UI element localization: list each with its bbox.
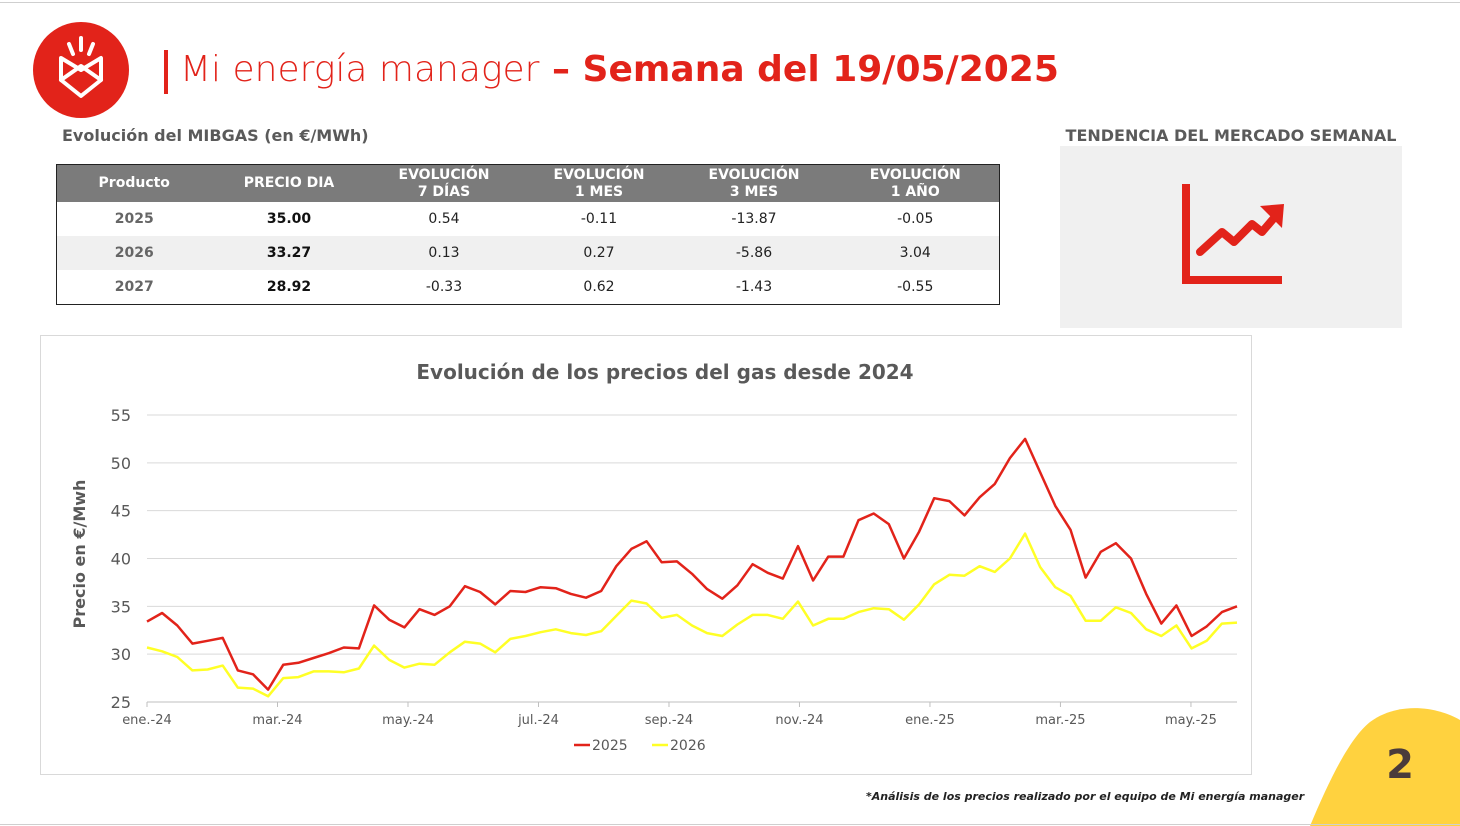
cell-evo-1m: 0.62 bbox=[583, 279, 615, 295]
cell-product: 2027 bbox=[114, 279, 154, 295]
cell-evo-1y: -0.55 bbox=[897, 279, 934, 295]
title-week: Semana del 19/05/2025 bbox=[582, 49, 1059, 90]
cell-evo-3m: -13.87 bbox=[731, 211, 777, 227]
header-product-label: Producto bbox=[98, 175, 170, 191]
table-caption: Evolución del MIBGAS (en €/MWh) bbox=[62, 126, 369, 145]
x-tick-label: may.-25 bbox=[1165, 713, 1217, 728]
cell-price: 28.92 bbox=[266, 279, 312, 295]
header-evo-7d-line1: EVOLUCIÓN bbox=[398, 166, 490, 183]
y-tick-labels: 25 30 35 40 45 50 55 bbox=[111, 406, 131, 712]
header-evo-3m-line1: EVOLUCIÓN bbox=[708, 166, 800, 183]
series-line-2025 bbox=[146, 437, 1238, 691]
cell-evo-1m: -0.11 bbox=[580, 211, 618, 227]
cell-evo-1y: -0.05 bbox=[897, 211, 934, 227]
cell-product: 2026 bbox=[56, 236, 212, 270]
title-brand: Mi energía manager bbox=[180, 49, 540, 90]
cell-evo-7d: 0.13 bbox=[366, 236, 522, 270]
header-evo-1y: EVOLUCIÓN 1 AÑO bbox=[831, 164, 1000, 202]
legend-label: 2025 bbox=[592, 738, 628, 754]
chart-canvas: Evolución de los precios del gas desde 2… bbox=[70, 360, 1238, 754]
header-price: PRECIO DIA bbox=[211, 164, 367, 202]
chart-title: Evolución de los precios del gas desde 2… bbox=[416, 360, 913, 384]
mibgas-table: Producto PRECIO DIA EVOLUCIÓN 7 DÍAS EVOL… bbox=[56, 164, 1000, 305]
cell-evo-1m: 0.27 bbox=[521, 236, 677, 270]
header-evo-3m-line2: 3 MES bbox=[729, 183, 779, 200]
x-tick-labels: ene.-24 mar.-24 may.-24 jul.-24 sep.-24 nov.-… bbox=[122, 701, 1237, 728]
footnote: *Análisis de los precios realizado por e… bbox=[866, 790, 1305, 803]
trend-panel bbox=[1060, 146, 1402, 328]
cell-evo-3m: -5.86 bbox=[676, 236, 832, 270]
header-evo-1y-line1: EVOLUCIÓN bbox=[869, 166, 961, 183]
header-evo-7d: EVOLUCIÓN 7 DÍAS bbox=[366, 164, 522, 202]
header-evo-3m: EVOLUCIÓN 3 MES bbox=[676, 164, 832, 202]
cell-price: 35.00 bbox=[266, 211, 312, 227]
cell-evo-1y: 3.04 bbox=[831, 236, 1000, 270]
cell-evo-3m: -1.43 bbox=[735, 279, 773, 295]
x-tick-label: jul.-24 bbox=[517, 713, 559, 728]
table-row: 2025 35.00 0.54 -0.11 -13.87 -0.05 bbox=[57, 202, 1000, 236]
cell-product: 2025 bbox=[114, 211, 154, 227]
y-tick-label: 55 bbox=[111, 406, 131, 425]
x-tick-label: mar.-24 bbox=[252, 713, 302, 728]
cell-price: 33.27 bbox=[211, 236, 367, 270]
chart-legend: 2025 2026 bbox=[574, 738, 706, 754]
header-evo-1m-line1: EVOLUCIÓN bbox=[553, 166, 645, 183]
header-evo-1m-line2: 1 MES bbox=[574, 183, 624, 200]
y-tick-label: 30 bbox=[111, 645, 131, 664]
shield-sun-logo-icon bbox=[33, 22, 129, 118]
y-tick-label: 35 bbox=[111, 597, 131, 616]
x-tick-label: nov.-24 bbox=[775, 713, 823, 728]
top-divider bbox=[0, 2, 1460, 3]
trend-up-chart-icon bbox=[1182, 184, 1284, 284]
cell-evo-7d: 0.54 bbox=[428, 211, 460, 227]
legend-label: 2026 bbox=[670, 738, 706, 754]
title-accent-bar bbox=[164, 50, 168, 94]
page-corner-shape bbox=[1310, 708, 1460, 826]
header-evo-7d-line2: 7 DÍAS bbox=[417, 183, 471, 200]
table-header-row: Producto PRECIO DIA EVOLUCIÓN 7 DÍAS EVOL… bbox=[56, 164, 1000, 202]
gas-price-chart: Evolución de los precios del gas desde 2… bbox=[40, 335, 1252, 775]
x-tick-label: sep.-24 bbox=[645, 713, 693, 728]
trend-caption: TENDENCIA DEL MERCADO SEMANAL bbox=[1065, 126, 1397, 145]
series-line-2026 bbox=[146, 532, 1238, 698]
series-lines bbox=[146, 437, 1238, 698]
y-tick-label: 25 bbox=[111, 693, 131, 712]
y-tick-label: 45 bbox=[111, 502, 131, 521]
header-evo-1m: EVOLUCIÓN 1 MES bbox=[521, 164, 677, 202]
x-tick-label: ene.-24 bbox=[122, 713, 172, 728]
title-separator: – bbox=[539, 49, 583, 90]
header-evo-1y-line2: 1 AÑO bbox=[890, 183, 940, 200]
bottom-divider bbox=[0, 824, 1460, 825]
table-row: 2026 33.27 0.13 0.27 -5.86 3.04 bbox=[56, 236, 1000, 270]
x-tick-label: may.-24 bbox=[382, 713, 434, 728]
x-tick-label: ene.-25 bbox=[905, 713, 955, 728]
page-title: Mi energía manager – Semana del 19/05/20… bbox=[180, 46, 1059, 94]
header-product: Producto bbox=[56, 164, 212, 202]
header-price-label: PRECIO DIA bbox=[243, 175, 335, 191]
cell-evo-7d: -0.33 bbox=[425, 279, 463, 295]
y-tick-label: 50 bbox=[111, 454, 131, 473]
page-number: 2 bbox=[1386, 742, 1414, 788]
x-tick-label: mar.-25 bbox=[1035, 713, 1085, 728]
y-tick-label: 40 bbox=[111, 550, 131, 569]
y-axis-label: Precio en €/Mwh bbox=[70, 480, 89, 629]
table-row: 2027 28.92 -0.33 0.62 -1.43 -0.55 bbox=[57, 270, 1000, 305]
